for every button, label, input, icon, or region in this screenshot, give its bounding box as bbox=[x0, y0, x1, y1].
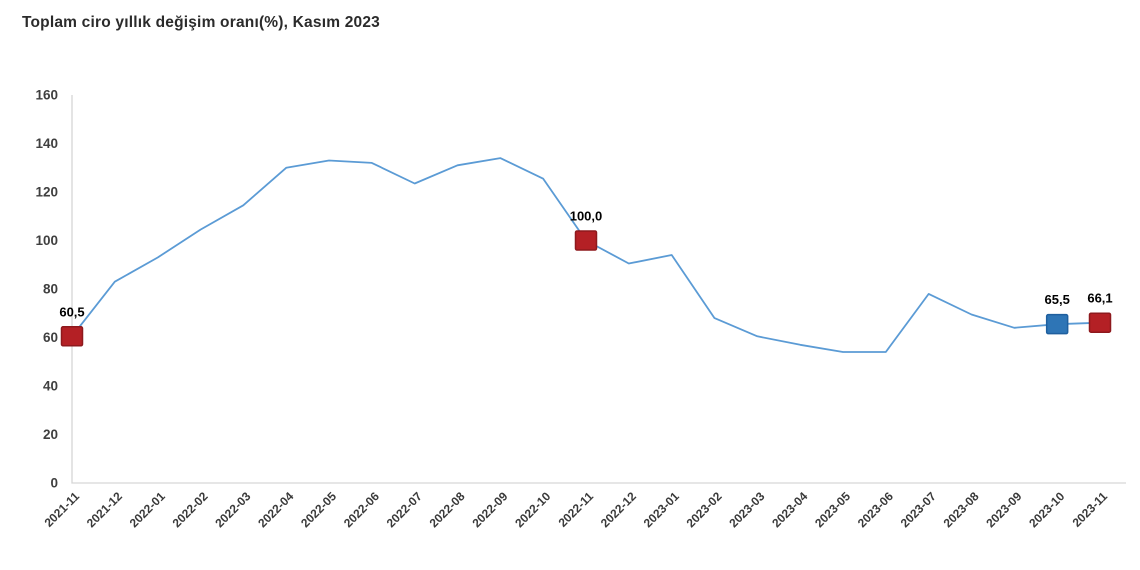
turnover-series-line bbox=[71, 157, 1101, 353]
x-axis-tick-label: 2022-12 bbox=[598, 489, 639, 530]
x-axis-tick-label: 2023-09 bbox=[983, 489, 1024, 530]
x-axis-tick-label: 2022-10 bbox=[512, 489, 553, 530]
x-axis-tick-label: 2023-05 bbox=[812, 489, 853, 530]
highlight-marker bbox=[574, 230, 598, 251]
y-axis-tick-label: 40 bbox=[43, 379, 58, 394]
y-axis-tick-label: 100 bbox=[35, 233, 58, 248]
highlight-marker bbox=[1045, 313, 1069, 335]
data-label: 66,1 bbox=[1087, 291, 1112, 306]
data-label: 65,5 bbox=[1045, 292, 1070, 307]
data-label: 100,0 bbox=[570, 209, 603, 224]
axis-lines bbox=[71, 95, 1126, 484]
x-axis-tick-label: 2022-11 bbox=[556, 489, 597, 530]
x-axis-tick-label: 2022-05 bbox=[298, 489, 339, 530]
x-axis-tick-label: 2023-03 bbox=[726, 489, 767, 530]
x-axis-tick-label: 2021-12 bbox=[84, 489, 125, 530]
x-axis-tick-label: 2023-01 bbox=[641, 489, 682, 530]
x-axis-tick-label: 2023-04 bbox=[769, 489, 810, 530]
x-axis-tick-label: 2023-07 bbox=[898, 489, 939, 530]
chart-title: Toplam ciro yıllık değişim oranı(%), Kas… bbox=[22, 14, 380, 31]
y-axis-tick-label: 120 bbox=[35, 185, 58, 200]
y-axis-tick-label: 20 bbox=[43, 427, 58, 442]
x-axis-tick-label: 2023-06 bbox=[855, 489, 896, 530]
y-axis-tick-label: 80 bbox=[43, 282, 58, 297]
y-axis-tick-label: 160 bbox=[35, 88, 58, 103]
x-axis-tick-label: 2022-07 bbox=[384, 489, 425, 530]
x-axis-tick-label: 2023-10 bbox=[1026, 489, 1067, 530]
y-axis-tick-label: 140 bbox=[35, 136, 58, 151]
x-axis-tick-label: 2022-01 bbox=[127, 489, 168, 530]
x-axis-tick-label: 2022-02 bbox=[170, 489, 211, 530]
y-axis-tick-label: 0 bbox=[50, 476, 58, 491]
highlight-marker bbox=[1088, 312, 1112, 333]
x-axis-tick-label: 2022-03 bbox=[212, 489, 253, 530]
x-axis-tick-label: 2022-06 bbox=[341, 489, 382, 530]
x-axis-tick-label: 2021-11 bbox=[42, 489, 83, 530]
highlight-marker bbox=[60, 326, 84, 347]
x-axis-tick-label: 2022-08 bbox=[427, 489, 468, 530]
x-axis-tick-label: 2023-02 bbox=[684, 489, 725, 530]
x-axis-tick-label: 2022-09 bbox=[469, 489, 510, 530]
y-axis-tick-label: 60 bbox=[43, 330, 58, 345]
x-axis-tick-label: 2023-11 bbox=[1070, 489, 1111, 530]
x-axis-tick-label: 2023-08 bbox=[941, 489, 982, 530]
x-axis-tick-label: 2022-04 bbox=[255, 489, 296, 530]
data-label: 60,5 bbox=[59, 304, 84, 319]
